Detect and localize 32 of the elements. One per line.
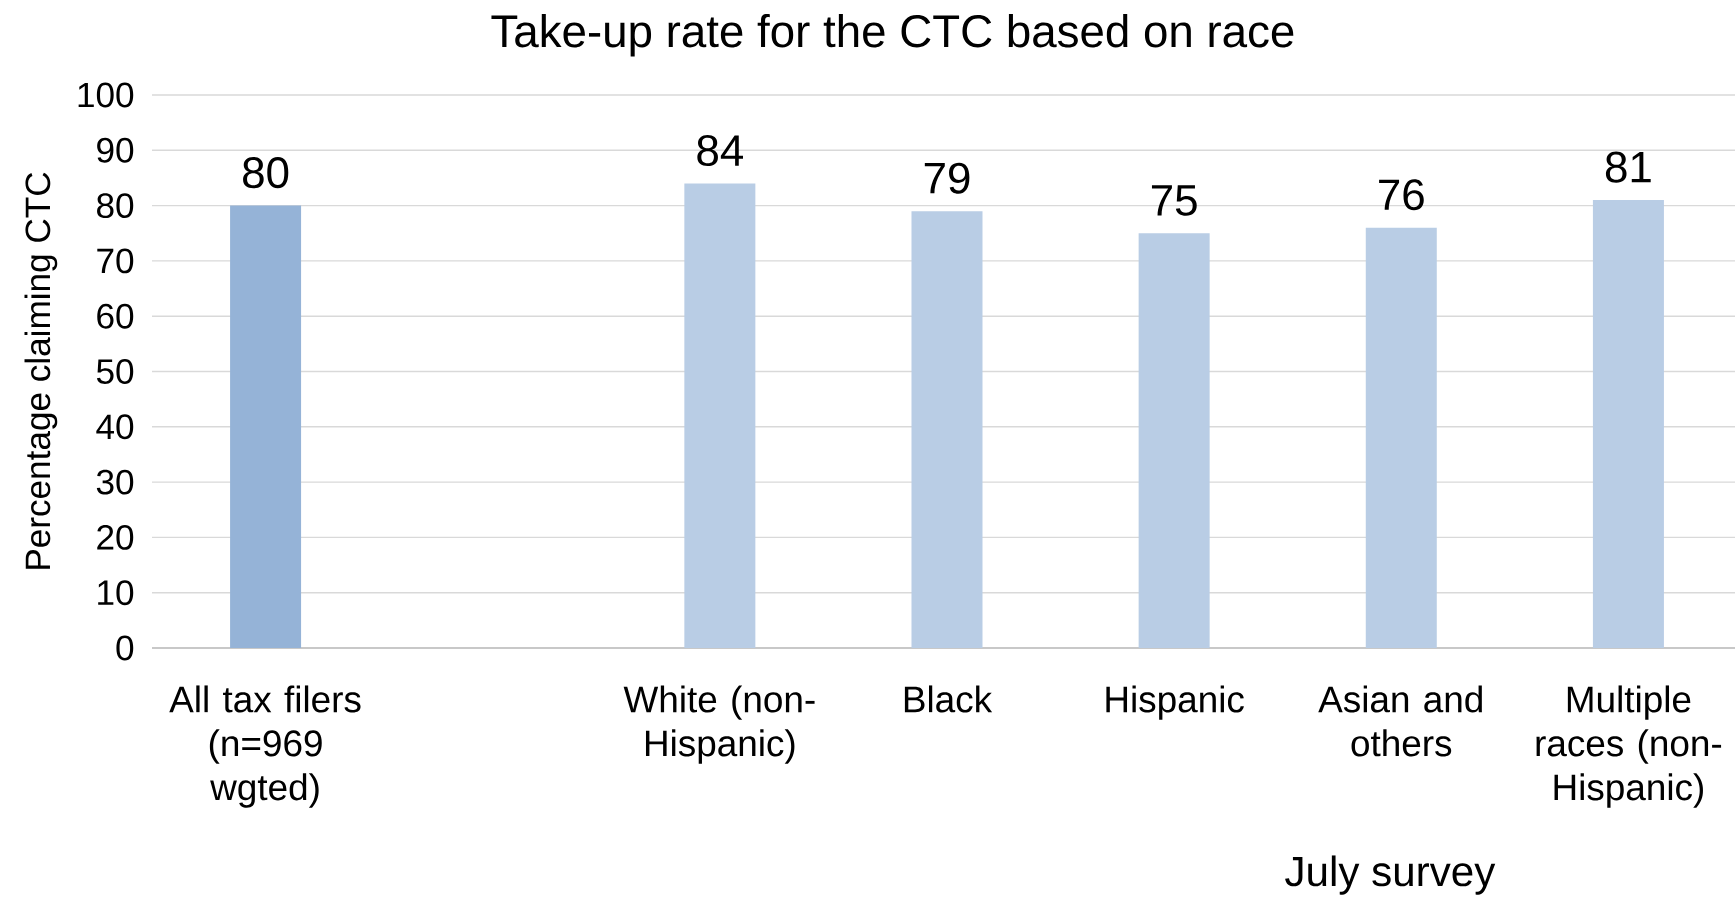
data-label: 84 (697, 134, 743, 167)
y-tick-label: 80 (97, 193, 134, 219)
x-axis-title: July survey (1285, 855, 1496, 895)
y-tick-label: 100 (78, 82, 134, 108)
y-tick-label: 90 (97, 137, 134, 163)
bar (1592, 200, 1664, 649)
y-tick-label: 50 (96, 359, 134, 384)
y-axis-title: Percentage claiming CTC (24, 172, 58, 569)
x-tick-label: Hispanic (1106, 685, 1244, 720)
y-tick-label: 60 (97, 303, 134, 329)
y-tick-label: 10 (98, 580, 134, 606)
bar (230, 205, 302, 649)
data-label: 79 (924, 162, 970, 194)
x-tick-label: All tax filers (n=969 wgted) (169, 685, 361, 808)
data-label: 76 (1379, 179, 1424, 211)
bar (1365, 227, 1437, 649)
data-label: 80 (243, 157, 289, 189)
y-tick-label: 0 (116, 635, 134, 661)
y-tick-label: 40 (96, 414, 134, 440)
x-tick-label: White (non-Hispanic) (623, 685, 815, 764)
x-tick-label: Asian and others (1318, 685, 1482, 757)
y-tick-label: 70 (97, 248, 134, 274)
y-tick-label: 20 (97, 524, 134, 550)
x-tick-label: Multiple races (non-Hispanic) (1536, 685, 1722, 808)
bar (1138, 233, 1210, 649)
data-label: 81 (1605, 151, 1651, 183)
y-tick-label: 30 (96, 469, 134, 495)
data-label: 75 (1151, 185, 1197, 216)
bar (684, 183, 756, 649)
bar (911, 211, 983, 649)
chart-title: Take-up rate for the CTC based on race (491, 13, 1294, 57)
x-tick-label: Black (904, 685, 993, 713)
